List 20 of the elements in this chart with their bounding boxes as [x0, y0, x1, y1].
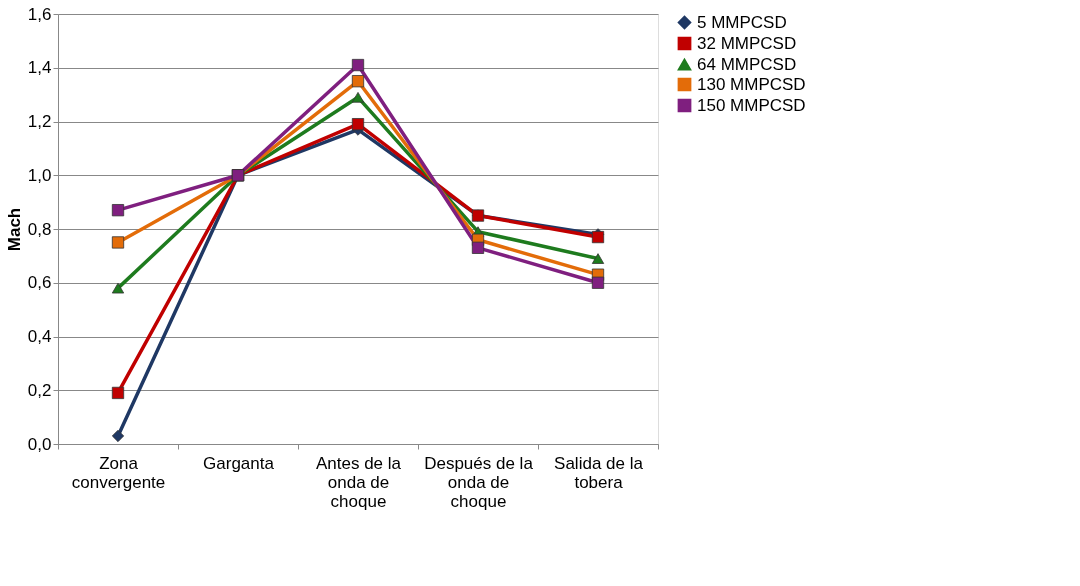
legend-label: 5 MMPCSD — [697, 12, 787, 32]
x-tick-label: Después de la onda de choque — [424, 453, 534, 511]
y-tick-label: 0,2 — [27, 380, 52, 400]
x-tick-label: Salida de la tobera — [554, 453, 644, 492]
legend-label: 64 MMPCSD — [697, 54, 797, 74]
y-tick-label: 0,4 — [27, 327, 52, 346]
legend-label: 130 MMPCSD — [697, 74, 806, 94]
y-axis-title: Mach — [4, 207, 24, 252]
legend-label: 32 MMPCSD — [697, 33, 797, 53]
y-tick-label: 1,6 — [27, 4, 52, 24]
y-tick-label: 0,8 — [27, 219, 52, 239]
y-tick-label: 1,2 — [27, 112, 52, 131]
x-tick-label: Zona convergente — [71, 453, 166, 492]
legend-label: 150 MMPCSD — [697, 95, 806, 115]
x-tick-label: Antes de la onda de choque — [315, 453, 402, 511]
y-tick-label: 0,6 — [27, 273, 52, 293]
x-tick-label: Garganta — [203, 453, 275, 473]
y-tick-label: 1,0 — [27, 165, 52, 185]
y-tick-label: 0,0 — [27, 434, 52, 454]
y-tick-label: 1,4 — [27, 58, 52, 78]
